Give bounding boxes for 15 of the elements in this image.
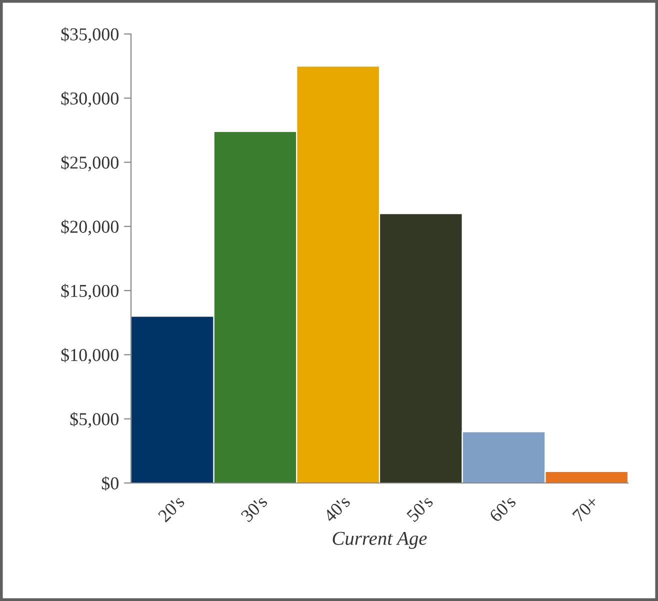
y-tick-label: $0: [102, 476, 119, 491]
x-tick-label: 30's: [240, 494, 268, 523]
y-tick-label: $35,000: [61, 27, 119, 44]
y-tick-label: $25,000: [61, 155, 119, 172]
x-tick-label: 70+: [572, 495, 600, 522]
y-tick-label: $30,000: [61, 91, 119, 108]
x-tick-label: 20's: [158, 494, 186, 523]
x-tick-label: 60's: [488, 494, 516, 523]
x-tick-label: 50's: [406, 494, 434, 522]
x-tick-label: 40's: [322, 494, 351, 523]
y-tick-label: $20,000: [61, 220, 119, 236]
x-axis-title: Current Age: [332, 532, 427, 549]
y-tick-label: $5,000: [70, 412, 119, 428]
y-tick-label: $15,000: [61, 284, 119, 300]
y-tick-label: $10,000: [61, 348, 119, 364]
